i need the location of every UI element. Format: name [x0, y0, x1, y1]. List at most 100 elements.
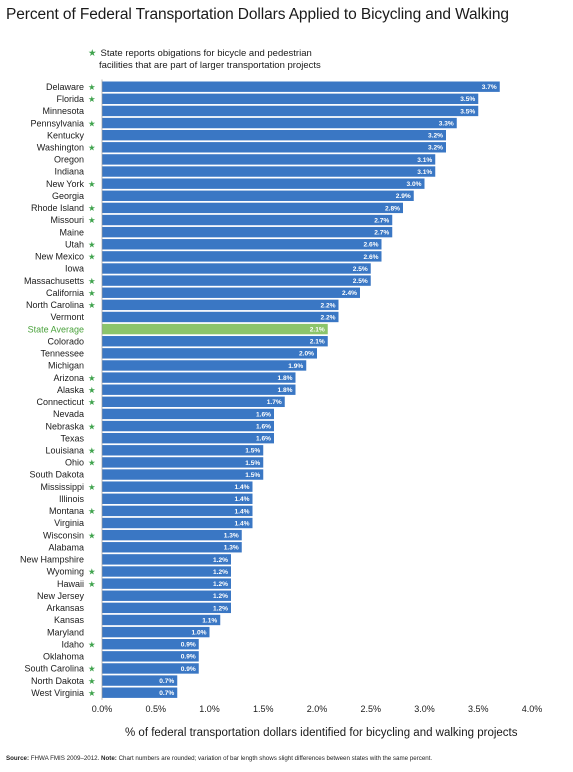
- bar: [102, 360, 307, 371]
- star-icon: ★: [88, 216, 96, 226]
- data-label: 2.5%: [353, 278, 368, 285]
- x-tick-label: 0.5%: [145, 704, 166, 714]
- category-label: Texas: [60, 433, 84, 443]
- category-label: Louisiana: [45, 446, 84, 456]
- star-icon: ★: [88, 374, 96, 384]
- star-icon: ★: [88, 640, 96, 650]
- data-label: 3.3%: [439, 120, 454, 127]
- star-icon: ★: [88, 95, 96, 105]
- star-icon: ★: [88, 580, 96, 590]
- x-tick-label: 1.0%: [199, 704, 220, 714]
- bar: [102, 239, 382, 250]
- data-label: 2.2%: [320, 314, 335, 321]
- data-label: 2.7%: [374, 217, 389, 224]
- star-icon: ★: [88, 531, 96, 541]
- x-tick-label: 4.0%: [522, 704, 543, 714]
- bar: [102, 166, 436, 177]
- bar: [102, 336, 328, 347]
- data-label: 3.5%: [460, 108, 475, 115]
- bar: [102, 190, 414, 201]
- bar: [102, 626, 210, 638]
- category-label: Alaska: [57, 385, 84, 395]
- note-label: Note:: [101, 755, 117, 762]
- legend-text-line2: facilities that are part of larger trans…: [99, 60, 321, 71]
- data-label: 3.7%: [482, 84, 497, 91]
- bar: [102, 566, 231, 577]
- bar: [102, 299, 339, 311]
- data-label: 3.1%: [417, 157, 432, 164]
- bar: [102, 481, 253, 492]
- star-icon: ★: [88, 677, 96, 687]
- category-label: Indiana: [54, 167, 84, 177]
- category-label: Ohio: [65, 458, 84, 468]
- star-icon: ★: [88, 277, 96, 287]
- data-label: 1.4%: [234, 508, 249, 515]
- data-label: 1.0%: [191, 630, 206, 637]
- bar: [102, 675, 178, 686]
- category-label: Connecticut: [36, 397, 84, 407]
- bar: [102, 129, 446, 141]
- star-icon: ★: [88, 422, 96, 432]
- data-label: 1.6%: [256, 411, 271, 418]
- bar: [102, 614, 221, 626]
- category-label: Arizona: [53, 373, 84, 383]
- category-label: Missouri: [50, 215, 84, 225]
- data-label: 1.2%: [213, 581, 228, 588]
- data-label: 3.1%: [417, 169, 432, 176]
- category-label: Nebraska: [45, 421, 84, 431]
- category-label: Iowa: [65, 264, 84, 274]
- bar: [102, 323, 328, 335]
- category-label: State Average: [28, 324, 84, 334]
- star-icon: ★: [88, 459, 96, 469]
- category-label: South Carolina: [24, 664, 84, 674]
- bar: [102, 457, 264, 468]
- category-label: Pennsylvania: [30, 118, 84, 128]
- data-label: 2.2%: [320, 302, 335, 309]
- data-label: 1.2%: [213, 605, 228, 612]
- data-label: 1.2%: [213, 593, 228, 600]
- category-label: Arkansas: [46, 603, 84, 613]
- data-label: 2.1%: [310, 327, 325, 334]
- data-label: 1.4%: [234, 484, 249, 491]
- bar: [102, 275, 371, 286]
- data-label: 3.2%: [428, 145, 443, 152]
- bar: [102, 663, 199, 674]
- category-label: Georgia: [52, 191, 84, 201]
- bar: [102, 142, 446, 153]
- category-label: New Mexico: [35, 252, 84, 262]
- bar: [102, 590, 231, 601]
- category-label: Colorado: [47, 336, 84, 346]
- bar: [102, 263, 371, 274]
- legend: ★ State reports obigations for bicycle an…: [88, 48, 321, 72]
- bar: [102, 372, 296, 383]
- data-label: 1.2%: [213, 569, 228, 576]
- star-icon: ★: [88, 689, 96, 699]
- category-label: North Dakota: [31, 676, 84, 686]
- star-icon: ★: [88, 507, 96, 517]
- data-label: 1.6%: [256, 423, 271, 430]
- bar: [102, 445, 264, 456]
- data-label: 1.5%: [245, 460, 260, 467]
- data-label: 1.3%: [224, 545, 239, 552]
- bar: [102, 505, 253, 517]
- data-label: 1.4%: [234, 496, 249, 503]
- source-text: FHWA FMIS 2009–2012.: [29, 755, 102, 762]
- category-label: Rhode Island: [31, 203, 84, 213]
- data-label: 1.4%: [234, 520, 249, 527]
- bar: [102, 602, 231, 614]
- category-label: Vermont: [50, 312, 84, 322]
- bar: [102, 93, 479, 105]
- data-label: 3.2%: [428, 133, 443, 140]
- category-label: Oregon: [54, 155, 84, 165]
- category-label: Montana: [49, 506, 84, 516]
- data-label: 2.4%: [342, 290, 357, 297]
- data-label: 0.9%: [181, 666, 196, 673]
- bar: [102, 651, 199, 662]
- x-tick-label: 3.5%: [468, 704, 489, 714]
- star-icon: ★: [88, 204, 96, 214]
- data-label: 2.8%: [385, 205, 400, 212]
- category-label: Washington: [37, 143, 84, 153]
- bar: [102, 154, 436, 165]
- category-label: Virginia: [54, 518, 84, 528]
- category-label: South Dakota: [29, 470, 84, 480]
